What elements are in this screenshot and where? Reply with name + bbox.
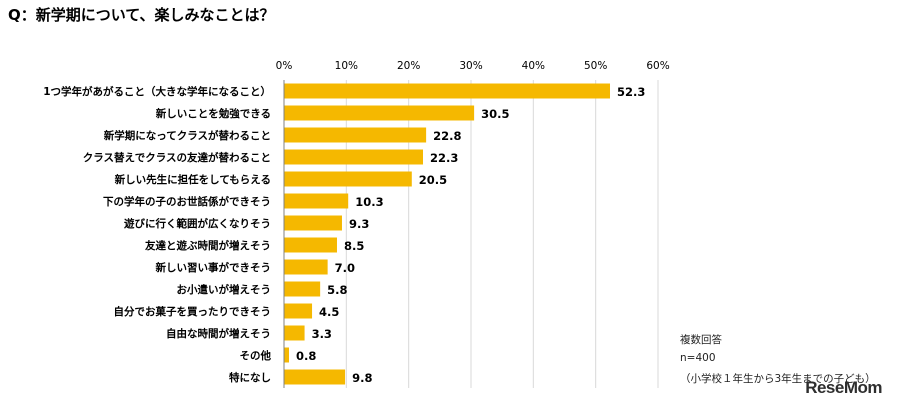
value-label: 52.3 — [617, 85, 645, 99]
bar — [284, 171, 412, 187]
x-tick-labels: 0% 10% 20% 30% 40% 50% 60% — [276, 60, 670, 72]
value-label: 4.5 — [319, 305, 339, 319]
x-tick-label: 0% — [276, 60, 293, 72]
bar — [284, 237, 337, 253]
value-label: 22.3 — [430, 151, 458, 165]
bar — [284, 105, 475, 121]
value-label: 20.5 — [419, 173, 447, 187]
category-label: 1つ学年があがること（大きな学年になること） — [43, 85, 271, 98]
bar — [284, 281, 321, 297]
bar — [284, 347, 289, 363]
x-tick-label: 60% — [646, 60, 669, 72]
value-label: 3.3 — [312, 327, 332, 341]
note-multiple-answers: 複数回答 — [680, 334, 722, 346]
value-label: 9.3 — [349, 217, 369, 231]
category-label: 自分でお菓子を買ったりできそう — [114, 305, 272, 318]
value-label: 0.8 — [296, 349, 316, 363]
grid-lines — [283, 80, 659, 388]
bar — [284, 369, 346, 385]
value-label: 30.5 — [481, 107, 509, 121]
value-label: 22.8 — [433, 129, 461, 143]
value-label: 7.0 — [335, 261, 355, 275]
bar — [284, 127, 427, 143]
category-label: 新学期になってクラスが替わること — [104, 129, 271, 142]
value-label: 8.5 — [344, 239, 364, 253]
bar — [284, 259, 328, 275]
category-label: 下の学年の子のお世話係ができそう — [103, 195, 271, 208]
category-labels: 1つ学年があがること（大きな学年になること） 新しいことを勉強できる新学期になって… — [43, 85, 271, 384]
x-tick-label: 10% — [335, 60, 358, 72]
category-label: その他 — [240, 349, 272, 362]
value-labels: 52.3 30.5 22.8 22.3 20.5 10.3 9.3 8.5 7.0 5.8 4.5 3… — [296, 85, 645, 385]
category-label: 遊びに行く範囲が広くなりそう — [124, 217, 271, 230]
bar — [284, 149, 424, 165]
bars — [284, 83, 611, 385]
note-sample-size: n=400 — [680, 352, 716, 364]
bar — [284, 83, 611, 99]
category-label: 新しいことを勉強できる — [156, 107, 271, 120]
category-label: 自由な時間が増えそう — [166, 327, 271, 340]
category-label: お小遣いが増えそう — [177, 283, 272, 296]
category-label: クラス替えでクラスの友達が替わること — [83, 151, 271, 164]
bar — [284, 215, 342, 231]
x-tick-label: 50% — [584, 60, 607, 72]
category-label: 友達と遊ぶ時間が増えそう — [144, 239, 271, 252]
x-tick-label: 40% — [522, 60, 545, 72]
bar — [284, 303, 313, 319]
bar — [284, 193, 349, 209]
category-label: 新しい先生に担任をしてもらえる — [115, 173, 271, 186]
note-respondents: （小学校１年生から3年生までの子ども） — [680, 373, 876, 385]
value-label: 9.8 — [352, 371, 372, 385]
bar — [284, 325, 305, 341]
watermark-logo: ReseMom — [805, 378, 882, 397]
category-label: 新しい習い事ができそう — [156, 261, 272, 274]
chart-title: Q：新学期について、楽しみなことは？ — [8, 6, 275, 24]
category-label: 特になし — [229, 371, 271, 384]
value-label: 5.8 — [327, 283, 347, 297]
x-tick-label: 30% — [459, 60, 482, 72]
x-tick-label: 20% — [397, 60, 420, 72]
value-label: 10.3 — [355, 195, 383, 209]
